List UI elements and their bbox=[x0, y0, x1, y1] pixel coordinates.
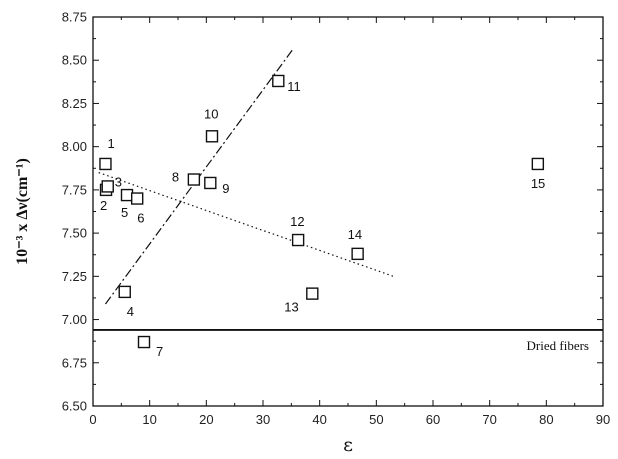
y-tick-label: 7.75 bbox=[62, 182, 87, 197]
y-tick-label: 7.00 bbox=[62, 312, 87, 327]
data-point-label: 1 bbox=[107, 136, 114, 151]
data-point bbox=[130, 192, 144, 205]
x-tick-label: 20 bbox=[199, 412, 213, 427]
data-point-label: 10 bbox=[204, 106, 218, 121]
data-point-label: 2 bbox=[100, 198, 107, 213]
y-tick-label: 8.00 bbox=[62, 139, 87, 154]
x-tick-label: 80 bbox=[539, 412, 553, 427]
data-point-label: 13 bbox=[284, 300, 298, 315]
data-point-label: 4 bbox=[127, 304, 134, 319]
y-tick-label: 8.75 bbox=[62, 10, 87, 25]
data-point bbox=[351, 247, 364, 261]
reference-line-group: Dried fibers bbox=[93, 329, 603, 353]
data-point bbox=[187, 173, 201, 186]
data-point-label: 9 bbox=[222, 181, 229, 196]
x-tick-label: 50 bbox=[369, 412, 383, 427]
data-point-label: 15 bbox=[531, 176, 545, 191]
x-tick-label: 60 bbox=[426, 412, 440, 427]
y-tick-label: 7.50 bbox=[62, 226, 87, 241]
x-tick-label: 30 bbox=[256, 412, 270, 427]
data-point bbox=[291, 233, 305, 247]
data-point bbox=[205, 130, 219, 143]
data-point-label: 7 bbox=[156, 344, 163, 359]
y-tick-label: 6.75 bbox=[62, 355, 87, 370]
x-tick-label: 70 bbox=[482, 412, 496, 427]
reference-line-label: Dried fibers bbox=[527, 338, 589, 353]
data-point bbox=[531, 157, 545, 171]
data-point-label: 6 bbox=[137, 211, 144, 226]
y-axis-label: 10⁻³ x Δν(cm⁻¹) bbox=[14, 158, 31, 265]
x-tick-label: 10 bbox=[142, 412, 156, 427]
y-tick-label: 8.50 bbox=[62, 53, 87, 68]
data-point-label: 3 bbox=[115, 174, 122, 189]
data-point bbox=[137, 335, 151, 349]
data-point bbox=[204, 176, 217, 190]
x-tick-label: 40 bbox=[312, 412, 326, 427]
y-tick-label: 6.50 bbox=[62, 399, 87, 414]
axis-ticks: 0 10 20 30 40 50 60 70 80 90 6.50 6.75 7.00 7.25 7.50 7… bbox=[62, 10, 611, 428]
y-tick-label: 8.25 bbox=[62, 96, 87, 111]
data-point bbox=[118, 285, 131, 299]
data-point bbox=[120, 188, 134, 202]
data-point bbox=[306, 287, 319, 300]
x-tick-label: 90 bbox=[596, 412, 610, 427]
data-point-label: 12 bbox=[290, 214, 304, 229]
x-axis-label: ε bbox=[343, 434, 353, 456]
data-point-label: 5 bbox=[121, 205, 128, 220]
data-point bbox=[101, 180, 114, 193]
x-tick-label: 0 bbox=[89, 412, 96, 427]
data-point-label: 8 bbox=[172, 170, 179, 185]
data-point-label: 11 bbox=[287, 79, 301, 94]
y-tick-label: 7.25 bbox=[62, 269, 87, 284]
data-point-label: 14 bbox=[348, 227, 362, 242]
data-point bbox=[272, 74, 285, 88]
data-point bbox=[99, 157, 112, 171]
fit-lines bbox=[98, 49, 394, 305]
